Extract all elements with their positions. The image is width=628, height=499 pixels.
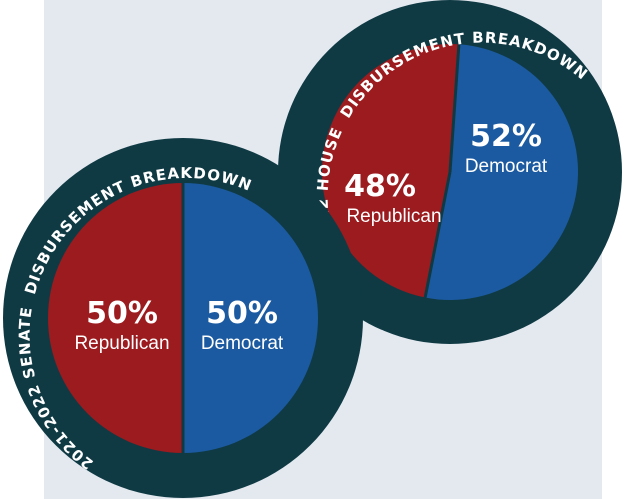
senate-republican-label: Republican [74, 333, 169, 354]
house-pie-chart: 2021-2022 HOUSE DISBURSEMENT BREAKDOWN 4… [278, 0, 622, 344]
senate-democrat-label: Democrat [201, 333, 284, 354]
senate-republican-slice [48, 183, 183, 453]
senate-republican-value: 50% [86, 296, 158, 331]
house-democrat-label: Democrat [465, 156, 548, 177]
house-democrat-slice [425, 44, 578, 301]
senate-democrat-slice [183, 183, 318, 453]
house-republican-label: Republican [346, 206, 441, 227]
senate-pie-chart: 2021-2022 SENATE DISBURSEMENT BREAKDOWN … [3, 138, 363, 498]
house-republican-slice [321, 43, 459, 298]
house-slice-divider [423, 171, 452, 298]
house-slice-divider [448, 44, 461, 173]
senate-democrat-value: 50% [206, 296, 278, 331]
house-republican-value: 48% [344, 169, 416, 204]
house-democrat-value: 52% [470, 119, 542, 154]
